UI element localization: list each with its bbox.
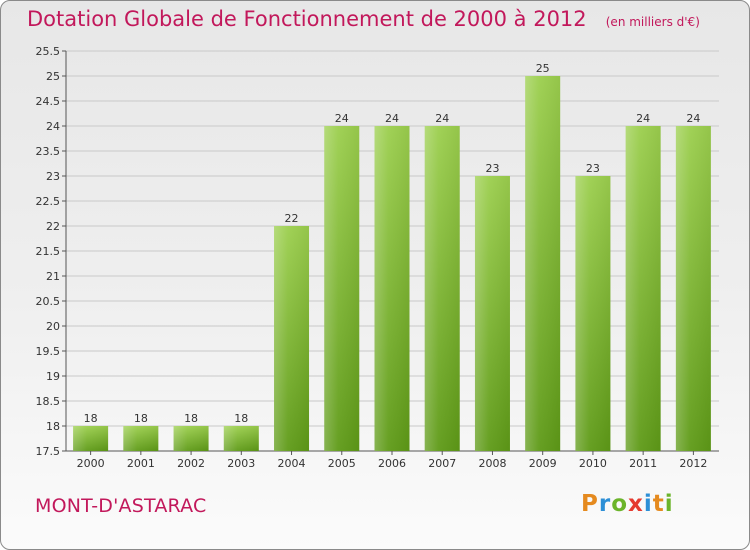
x-tick-label: 2009 (529, 457, 557, 470)
x-tick-labels: 2000 2001 2002 2003 2004 2005 2006 2007 2008 2009… (77, 457, 708, 470)
data-labels: 18 18 18 18 22 24 24 24 23 25 23 24 24 (84, 62, 701, 425)
x-tick-label: 2005 (328, 457, 356, 470)
data-label: 18 (134, 412, 148, 425)
y-tick-label: 19 (46, 370, 60, 383)
y-tick-label: 20 (46, 320, 60, 333)
x-tick-label: 2006 (378, 457, 406, 470)
y-tick-label: 18.5 (36, 395, 61, 408)
data-label: 24 (435, 112, 449, 125)
data-label: 18 (234, 412, 248, 425)
bar-highlight (575, 176, 611, 451)
y-tick-label: 22 (46, 220, 60, 233)
logo-letter: P (581, 491, 599, 517)
x-tick-label: 2012 (679, 457, 707, 470)
logo-letter: i (664, 491, 674, 517)
y-tick-label: 22.5 (36, 195, 61, 208)
data-label: 24 (636, 112, 650, 125)
bar-highlight (274, 226, 310, 451)
x-tick-label: 2010 (579, 457, 607, 470)
bar-highlight (474, 176, 510, 451)
x-tick-label: 2000 (77, 457, 105, 470)
data-label: 24 (686, 112, 700, 125)
x-tick-label: 2007 (428, 457, 456, 470)
y-tick-label: 24.5 (36, 95, 61, 108)
y-tick-label: 21.5 (36, 245, 61, 258)
y-tick-label: 23 (46, 170, 60, 183)
city-name: MONT-D'ASTARAC (35, 495, 207, 517)
x-tick-label: 2008 (478, 457, 506, 470)
x-tick-label: 2011 (629, 457, 657, 470)
bar-highlight (173, 426, 209, 451)
logo-letter: o (611, 491, 629, 517)
chart-unit-label: (en milliers d'€) (605, 15, 700, 29)
x-tick-label: 2001 (127, 457, 155, 470)
data-label: 18 (184, 412, 198, 425)
data-label: 18 (84, 412, 98, 425)
x-tick-label: 2003 (227, 457, 255, 470)
logo-letter: x (628, 491, 644, 517)
logo-letter: r (598, 491, 612, 517)
bar-highlight (123, 426, 159, 451)
y-tick-label: 17.5 (36, 445, 61, 458)
y-tick-label: 20.5 (36, 295, 61, 308)
bars (73, 76, 711, 451)
bar-highlight (525, 76, 561, 451)
bar-highlight (675, 126, 711, 451)
data-label: 23 (485, 162, 499, 175)
y-tick-label: 18 (46, 420, 60, 433)
data-label: 25 (536, 62, 550, 75)
chart-title-text: Dotation Globale de Fonctionnement de 20… (27, 7, 587, 31)
chart-title: Dotation Globale de Fonctionnement de 20… (27, 7, 700, 31)
data-label: 24 (385, 112, 399, 125)
data-label: 22 (285, 212, 299, 225)
bar-highlight (424, 126, 460, 451)
logo-letter: t (652, 491, 665, 517)
y-tick-label: 23.5 (36, 145, 61, 158)
bar-highlight (223, 426, 259, 451)
proxiti-logo: Proxiti (581, 491, 674, 517)
y-tick-label: 21 (46, 270, 60, 283)
x-tick-label: 2002 (177, 457, 205, 470)
y-tick-labels: 17.5 18 18.5 19 19.5 20 20.5 21 21.5 22 22.5 23 23.5… (36, 45, 61, 458)
logo-letter: i (643, 491, 653, 517)
data-label: 24 (335, 112, 349, 125)
x-tick-label: 2004 (278, 457, 306, 470)
y-tick-label: 25.5 (36, 45, 61, 58)
bar-highlight (324, 126, 360, 451)
y-tick-label: 19.5 (36, 345, 61, 358)
y-tick-label: 25 (46, 70, 60, 83)
data-label: 23 (586, 162, 600, 175)
bar-highlight (374, 126, 410, 451)
bar-highlight (73, 426, 109, 451)
bar-highlight (625, 126, 661, 451)
y-tick-label: 24 (46, 120, 60, 133)
